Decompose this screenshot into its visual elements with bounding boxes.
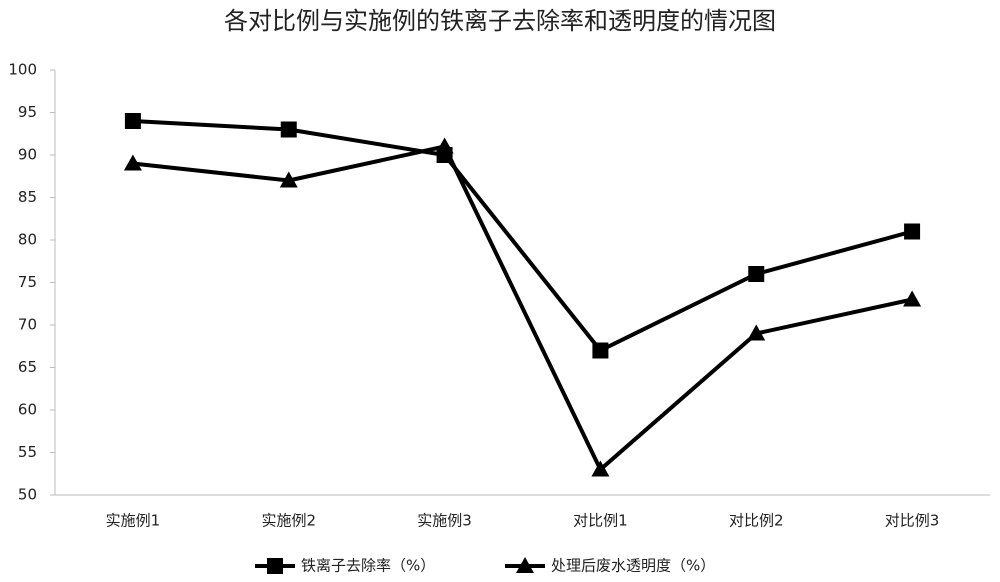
chart-title: 各对比例与实施例的铁离子去除率和透明度的情况图 (224, 7, 776, 35)
x-tick-label: 实施例2 (261, 512, 316, 530)
legend-label: 处理后废水透明度（%） (551, 557, 715, 575)
legend-marker (516, 557, 534, 573)
series-line (132, 144, 913, 472)
x-tick-label: 实施例1 (106, 512, 161, 530)
data-point (123, 154, 142, 171)
y-tick-label: 55 (18, 443, 37, 461)
y-tick-label: 50 (18, 486, 37, 504)
x-tick-label: 对比例2 (729, 512, 784, 530)
data-point (591, 460, 610, 477)
y-tick-label: 60 (18, 401, 37, 419)
data-point (904, 223, 921, 240)
data-point (747, 324, 766, 341)
data-point (280, 121, 297, 138)
x-tick-label: 实施例3 (417, 512, 472, 530)
legend-label: 铁离子去除率（%） (301, 557, 435, 575)
x-tick-label: 对比例1 (573, 512, 628, 530)
x-tick-label: 对比例3 (885, 512, 940, 530)
y-tick-label: 95 (18, 103, 37, 121)
data-point (903, 290, 922, 307)
data-point (748, 266, 765, 282)
y-tick-label: 80 (18, 231, 37, 249)
data-point (279, 171, 298, 188)
data-point (592, 342, 609, 359)
y-tick-label: 90 (18, 146, 37, 164)
y-tick-label: 75 (18, 273, 37, 291)
y-tick-label: 70 (18, 316, 37, 334)
data-point (435, 137, 454, 154)
legend-marker (267, 558, 283, 574)
y-tick-label: 100 (8, 61, 37, 79)
y-tick-label: 85 (18, 188, 37, 206)
y-tick-label: 65 (18, 358, 37, 376)
data-point (124, 113, 141, 129)
series-line (132, 119, 913, 353)
